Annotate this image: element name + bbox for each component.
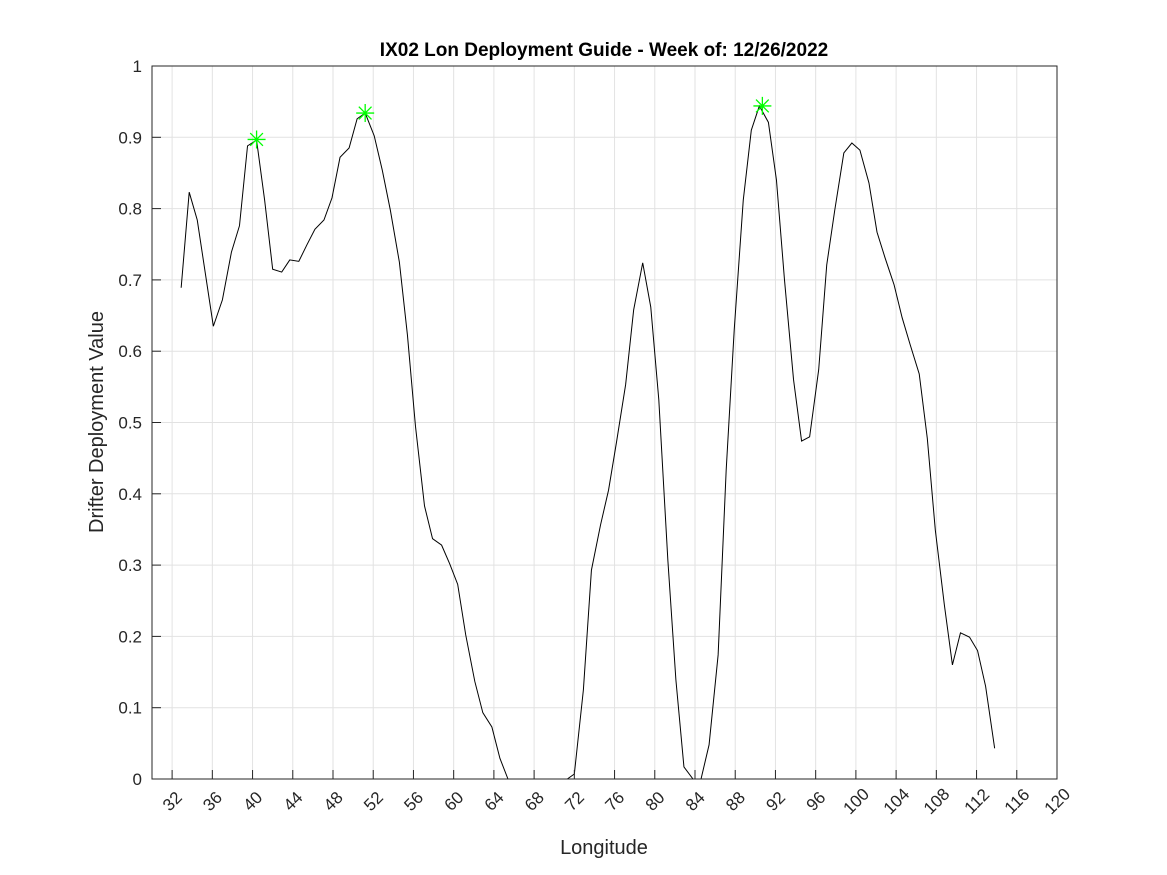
y-tick-label: 0.4 [118, 485, 142, 504]
plot [180, 96, 996, 780]
chart-title: IX02 Lon Deployment Guide - Week of: 12/… [380, 40, 828, 61]
y-tick-label: 0.1 [118, 699, 142, 718]
data-line [180, 104, 996, 780]
y-tick-label: 0.9 [118, 128, 142, 147]
y-axis-label: Drifter Deployment Value [86, 311, 108, 533]
peak-marker [247, 130, 266, 149]
peak-marker [753, 96, 772, 115]
y-tick-label: 0.8 [118, 200, 142, 219]
y-tick-label: 0.2 [118, 627, 142, 646]
y-tick-label: 0.7 [118, 271, 142, 290]
y-tick-label: 0.5 [118, 414, 142, 433]
y-tick-label: 0.3 [118, 556, 142, 575]
y-tick-label: 0 [133, 770, 142, 789]
y-tick-label: 1 [133, 57, 142, 76]
peak-marker [356, 104, 375, 123]
x-axis-label: Longitude [560, 837, 648, 859]
y-tick-label: 0.6 [118, 342, 142, 361]
